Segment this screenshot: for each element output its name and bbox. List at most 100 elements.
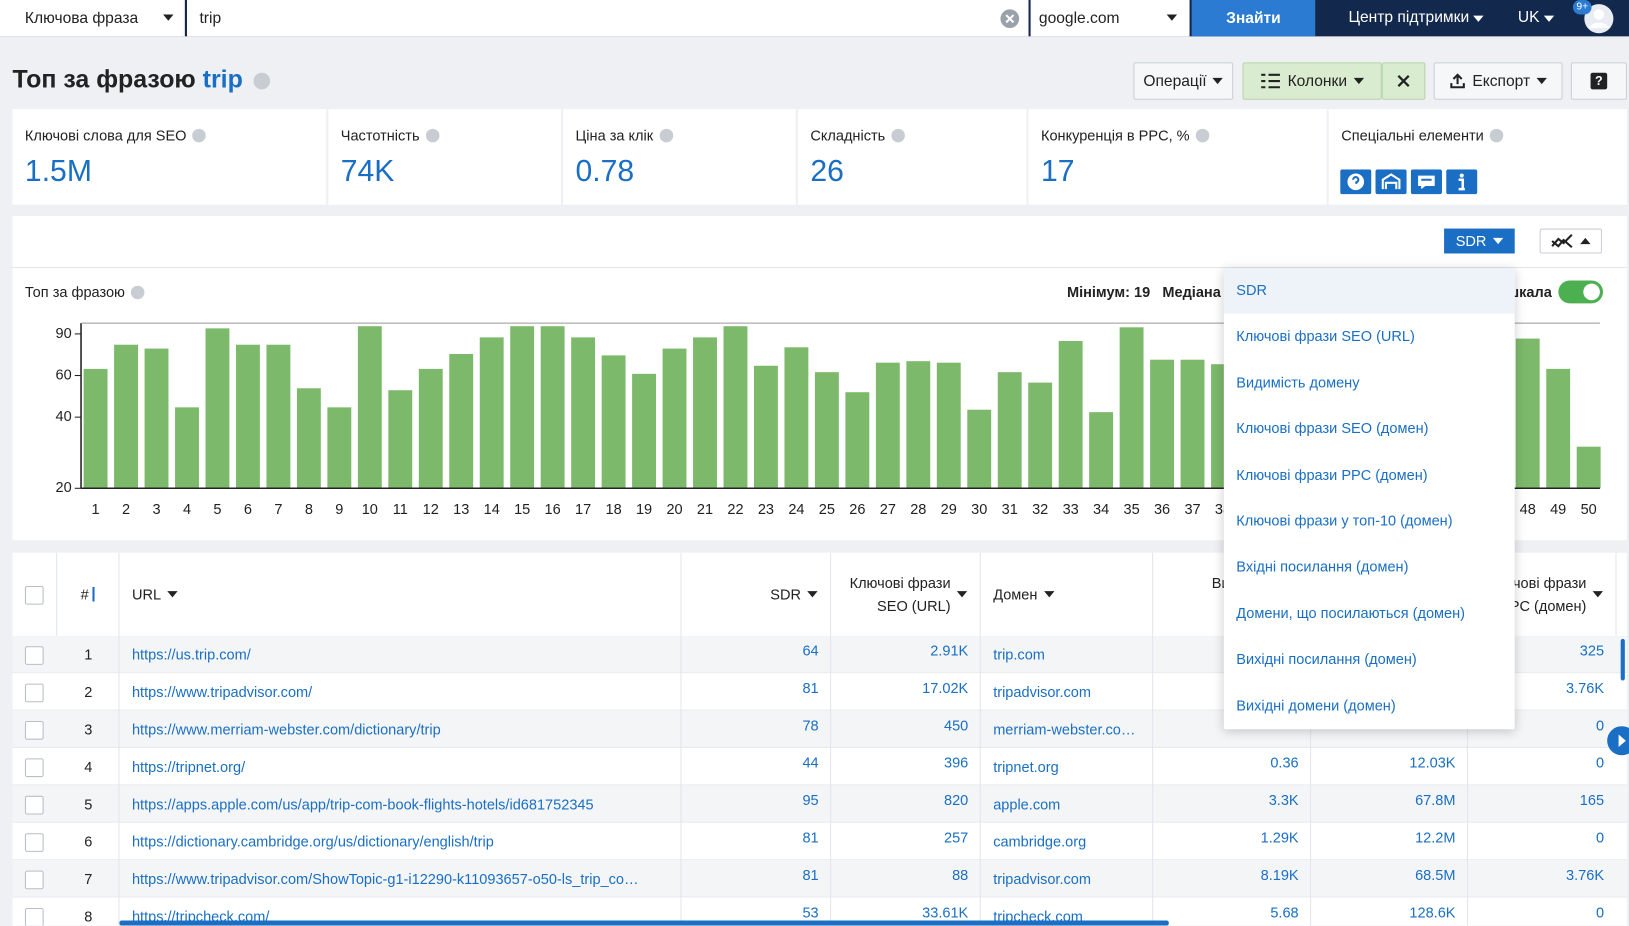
operations-button[interactable]: Операції <box>1133 62 1234 100</box>
help-button[interactable]: ? <box>1570 62 1627 100</box>
x-tick-label: 3 <box>152 502 160 518</box>
column-divider <box>118 635 120 926</box>
feature-icon[interactable] <box>1446 169 1478 195</box>
menu-item[interactable]: Ключові фрази PPC (домен) <box>1236 466 1428 483</box>
database-select[interactable]: google.com <box>1030 0 1190 37</box>
cell: 12.2M <box>1415 829 1456 846</box>
domain-link[interactable]: tripnet.org <box>993 758 1059 776</box>
info-icon <box>425 128 440 143</box>
x-tick-label: 20 <box>666 502 682 518</box>
column-divider <box>1152 635 1154 926</box>
chart-type-button[interactable] <box>1539 228 1602 254</box>
search-input[interactable]: trip <box>187 0 1029 37</box>
cell: 3.3K <box>1268 791 1299 809</box>
domain-link[interactable]: trip.com <box>993 646 1045 663</box>
domain-link[interactable]: tripadvisor.com <box>993 870 1092 888</box>
metric-label-text: Ціна за клік <box>575 126 654 144</box>
row-check[interactable] <box>24 870 44 890</box>
cell: 3.76K <box>1566 866 1605 884</box>
menu-item[interactable]: SDR <box>1236 281 1268 299</box>
bar <box>571 337 596 489</box>
bar <box>1180 359 1205 489</box>
row-check[interactable] <box>24 758 44 778</box>
metric-card: Конкуренція в PPC, % 17 <box>1028 109 1327 205</box>
metric-label-text: Спеціальні елементи <box>1341 126 1484 144</box>
menu-item[interactable]: Вихідні домени (домен) <box>1236 696 1396 714</box>
metric-label-text: Ключові слова для SEO <box>24 126 187 144</box>
domain-link[interactable]: apple.com <box>993 795 1061 813</box>
x-tick-label: 4 <box>183 502 191 518</box>
chart-stats: Мінімум: 19 Медіана <box>1067 284 1221 301</box>
median-label: Медіана <box>1162 283 1221 301</box>
caret <box>167 591 178 598</box>
page-title: Топ за фразою trip <box>12 65 270 94</box>
menu-item[interactable]: Вхідні посилання (домен) <box>1236 558 1409 575</box>
domain-link[interactable]: tripadvisor.com <box>993 683 1092 701</box>
columns-button[interactable]: Колонки <box>1242 62 1382 100</box>
column-header[interactable]: SDR <box>682 552 832 636</box>
domain-link[interactable]: cambridge.org <box>993 833 1087 850</box>
x-tick-label: 31 <box>1002 502 1018 518</box>
menu-item[interactable]: Домени, що посилаються (домен) <box>1236 604 1465 622</box>
row-check[interactable] <box>24 833 44 852</box>
row-check[interactable] <box>24 795 44 815</box>
column-divider <box>1466 635 1468 926</box>
x-tick-label: 32 <box>1032 502 1048 518</box>
column-header[interactable]: # <box>57 552 120 636</box>
metric-label: Ключові слова для SEO <box>24 126 207 144</box>
url-link[interactable]: https://tripnet.org/ <box>131 758 246 776</box>
column-header[interactable]: Ключові фрази SEO (URL) <box>831 552 981 636</box>
row-check[interactable] <box>24 683 44 703</box>
url-link[interactable]: https://us.trip.com/ <box>131 646 251 663</box>
url-link[interactable]: https://apps.apple.com/us/app/trip-com-b… <box>131 795 594 813</box>
support-menu[interactable]: Центр підтримки <box>1348 8 1484 26</box>
scroll-right[interactable] <box>1606 725 1629 756</box>
url-link[interactable]: https://www.tripadvisor.com/ <box>131 683 313 701</box>
feature-icon[interactable] <box>1410 169 1442 195</box>
x-tick-label: 2 <box>122 502 130 518</box>
column-title: Ключові фрази SEO (URL) <box>849 574 951 614</box>
column-header[interactable]: URL <box>119 552 682 636</box>
export-button[interactable]: Експорт <box>1433 62 1563 100</box>
y-tick-label: 60 <box>56 367 72 383</box>
h-scrollbar[interactable] <box>119 920 1169 926</box>
menu-item[interactable]: Вихідні посилання (домен) <box>1236 650 1417 668</box>
bar <box>266 344 291 489</box>
row-check[interactable] <box>24 907 44 926</box>
search-type-select[interactable]: Ключова фраза <box>0 0 185 37</box>
v-scrollbar[interactable] <box>1620 638 1625 681</box>
metric: SDR <box>1455 232 1487 250</box>
feature-icon[interactable] <box>1340 169 1372 195</box>
menu-item[interactable]: Ключові фрази SEO (домен) <box>1236 419 1429 437</box>
url-link[interactable]: https://www.tripadvisor.com/ShowTopic-g1… <box>131 870 639 888</box>
menu-item[interactable]: Ключові фрази у топ-10 (домен) <box>1236 512 1453 529</box>
metric-label: Конкуренція в PPC, % <box>1040 126 1210 144</box>
bar <box>1546 368 1571 489</box>
menu-highlight <box>1223 268 1515 314</box>
metric-label: Складність <box>810 127 905 143</box>
feature-icon[interactable] <box>1375 169 1407 195</box>
avatar[interactable] <box>1581 0 1616 35</box>
x-tick-label: 21 <box>697 502 713 518</box>
row-check[interactable] <box>24 646 44 665</box>
x-tick-label: 5 <box>213 502 221 518</box>
domain-link[interactable]: merriam-webster.co… <box>993 720 1136 738</box>
columns-reset[interactable] <box>1381 62 1426 100</box>
column-header[interactable]: Домен <box>981 552 1154 636</box>
menu-item[interactable]: Ключові фрази SEO (URL) <box>1236 327 1415 345</box>
url-link[interactable]: https://www.merriam-webster.com/dictiona… <box>131 720 441 738</box>
cell: 7 <box>84 870 93 888</box>
metric-label-text: Конкуренція в PPC, % <box>1040 126 1190 144</box>
row-check[interactable] <box>24 720 44 740</box>
language-menu[interactable]: UK <box>1518 8 1555 26</box>
select-all[interactable] <box>24 585 44 605</box>
url-link[interactable]: https://dictionary.cambridge.org/us/dict… <box>131 833 494 850</box>
metric-select[interactable]: SDR <box>1444 228 1515 254</box>
menu-item[interactable]: Видимість домену <box>1236 373 1360 391</box>
search-button[interactable]: Знайти <box>1191 0 1316 37</box>
log-scale-toggle[interactable] <box>1558 280 1604 304</box>
bar <box>906 361 931 489</box>
clear-icon[interactable] <box>999 8 1020 29</box>
